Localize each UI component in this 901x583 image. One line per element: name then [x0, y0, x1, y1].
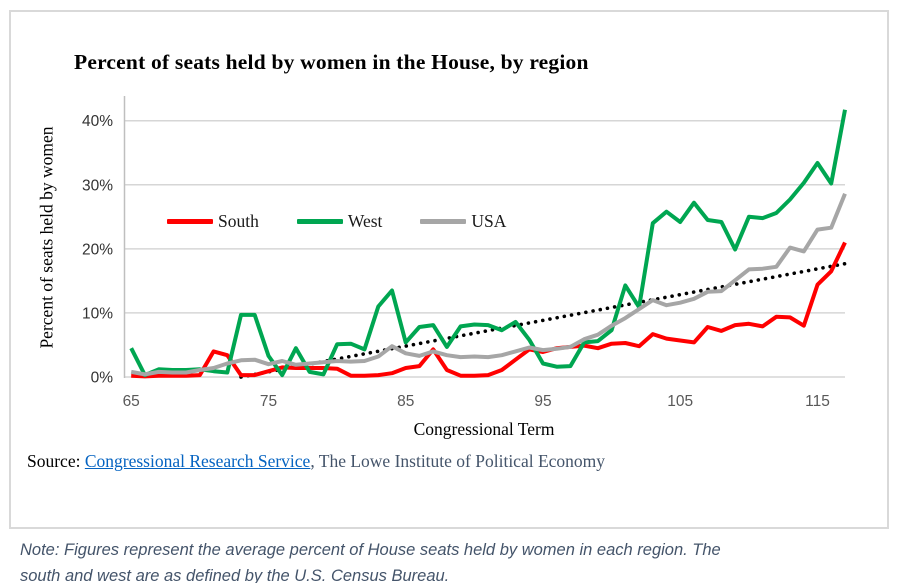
chart-legend: South West USA: [167, 211, 506, 232]
chart-title: Percent of seats held by women in the Ho…: [74, 50, 589, 74]
x-tick-label-115: 115: [805, 393, 830, 410]
west-line-swatch: [296, 219, 343, 224]
series-west-line: [129, 109, 847, 378]
source-line: Source: Congressional Research Service, …: [27, 451, 605, 472]
note-line-2: south and west are as defined by the U.S…: [20, 567, 450, 583]
legend-item-west: West: [296, 211, 383, 232]
legend-label-west: West: [347, 211, 383, 231]
y-tick-label-40%: 40%: [82, 113, 113, 130]
note-text: Note: Figures represent the average perc…: [20, 537, 890, 583]
source-link[interactable]: Congressional Research Service: [84, 451, 311, 471]
legend-item-south: South: [167, 211, 259, 232]
note-line-1: Note: Figures represent the average perc…: [20, 541, 721, 559]
x-tick-label-75: 75: [260, 393, 277, 410]
legend-item-usa: USA: [420, 211, 506, 232]
y-axis-title: Percent of seats held by women: [36, 126, 57, 349]
chart-frame: [9, 10, 889, 529]
usa-line-swatch: [420, 219, 467, 224]
south-line-swatch: [167, 219, 213, 224]
y-tick-label-30%: 30%: [82, 177, 113, 194]
x-tick-label-65: 65: [123, 393, 140, 410]
trendline-dotted: [239, 261, 851, 379]
legend-label-south: South: [218, 211, 259, 231]
y-tick-label-20%: 20%: [82, 241, 113, 258]
x-axis-title: Congressional Term: [413, 419, 555, 439]
source-prefix: Source:: [27, 451, 85, 471]
legend-label-usa: USA: [471, 211, 507, 231]
x-tick-label-105: 105: [667, 393, 693, 410]
series-usa-line: [130, 193, 847, 377]
x-tick-label-95: 95: [534, 393, 551, 410]
source-suffix: , The Lowe Institute of Political Econom…: [310, 451, 606, 471]
y-tick-label-0%: 0%: [91, 370, 114, 387]
x-tick-label-85: 85: [397, 393, 414, 410]
y-tick-label-10%: 10%: [82, 305, 113, 322]
series-south-line: [131, 241, 847, 379]
